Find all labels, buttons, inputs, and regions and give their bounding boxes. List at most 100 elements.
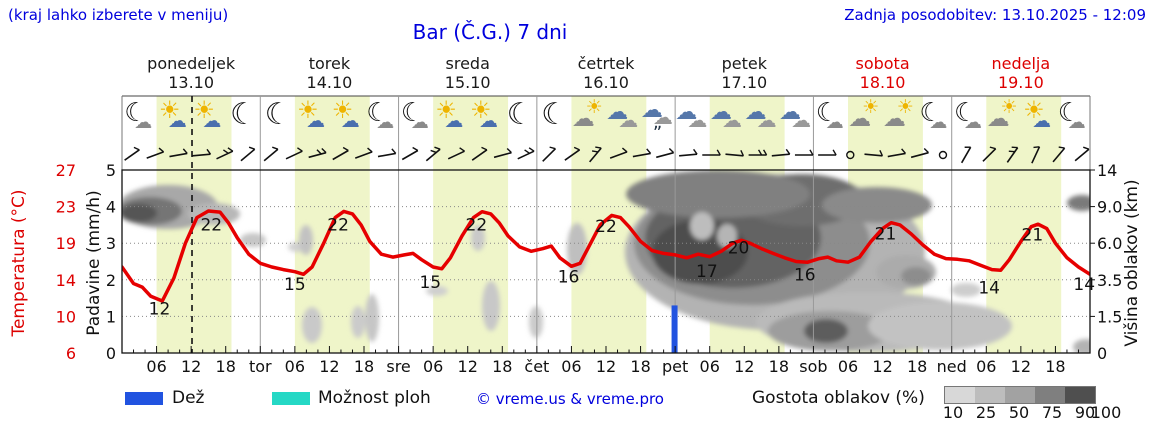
wind-barb	[609, 151, 628, 159]
wind-calm-circle	[938, 150, 948, 160]
temp-value-label: 14	[978, 279, 1000, 299]
time-tick-label: 18	[769, 357, 789, 376]
wind-barb	[1074, 148, 1090, 162]
wind-barb	[146, 151, 164, 159]
wind-barb	[679, 153, 698, 157]
precip-axis-tick: 3	[106, 234, 116, 253]
wind-barb	[447, 150, 465, 160]
wind-barb	[354, 151, 373, 159]
wind-barb	[169, 152, 188, 158]
daylight-band	[986, 96, 1062, 353]
temp-value-label: 22	[200, 215, 222, 235]
time-tick-label: 06	[700, 357, 720, 376]
time-tick-label: 06	[976, 357, 996, 376]
density-segment	[975, 387, 1005, 403]
wind-barb	[240, 148, 256, 162]
last-update-timestamp: Zadnja posodobitev: 13.10.2025 - 12:09	[844, 6, 1146, 24]
time-tick-label: 12	[872, 357, 892, 376]
temp-value-label: 16	[794, 266, 816, 286]
cloud-height-axis-tick: 3.5	[1097, 271, 1122, 290]
day-header: sreda 15.10	[398, 54, 538, 92]
wind-barb	[864, 153, 883, 157]
day-date: 13.10	[168, 73, 215, 92]
temp-axis-tick: 10	[56, 307, 76, 326]
wind-barb	[263, 148, 279, 162]
cloud-height-axis-tick: 9.0	[1097, 198, 1122, 217]
day-name: sreda	[445, 54, 490, 73]
cloud-blob	[351, 306, 365, 338]
wind-barb	[124, 149, 140, 161]
cloud-blob	[471, 225, 485, 251]
copyright-link[interactable]: © vreme.us & vreme.pro	[476, 390, 664, 408]
time-tick-label: 12	[1011, 357, 1031, 376]
time-tick-label: 06	[285, 357, 305, 376]
wind-barb	[1052, 147, 1066, 163]
cloud-height-axis-tick: 14	[1097, 161, 1117, 180]
cloud-blob	[299, 225, 313, 255]
day-name: četrtek	[577, 54, 635, 73]
temp-value-label: 15	[284, 275, 306, 295]
daylight-band	[571, 96, 647, 353]
time-tick-label: 12	[319, 357, 339, 376]
cloud-blob	[1073, 339, 1090, 353]
density-segment	[1005, 387, 1035, 403]
day-header: petek 17.10	[674, 54, 814, 92]
precip-axis-tick: 1	[106, 307, 116, 326]
wind-barb	[887, 152, 906, 158]
wind-barb	[377, 152, 396, 158]
cloud-blob	[868, 302, 1012, 350]
precip-axis-title: Padavine (mm/h)	[84, 190, 104, 336]
day-abbr-label: tor	[249, 357, 272, 376]
day-abbr-label: čet	[524, 357, 549, 376]
cloud-blob	[426, 286, 448, 296]
temp-value-label: 21	[875, 225, 897, 245]
wind-barb	[308, 151, 327, 159]
wind-calm-circle	[846, 150, 855, 160]
cloud-height-axis-tick: 0	[1097, 344, 1107, 363]
time-tick-label: 12	[458, 357, 478, 376]
wind-barb	[517, 150, 535, 160]
day-date: 17.10	[721, 73, 768, 92]
temp-value-label: 22	[327, 215, 349, 235]
wind-barb	[471, 149, 488, 161]
temp-axis-tick: 27	[56, 161, 76, 180]
precip-axis-tick: 4	[106, 198, 116, 217]
time-tick-label: 12	[596, 357, 616, 376]
cloud-density-label: Gostota oblakov (%)	[752, 388, 925, 408]
time-tick-label: 18	[630, 357, 650, 376]
wind-barbs-row	[124, 146, 1090, 164]
wind-barb	[192, 153, 211, 157]
cloud-blob	[122, 204, 157, 222]
density-segment	[945, 387, 975, 403]
showers-legend-label: Možnost ploh	[318, 388, 431, 408]
temperature-curve	[122, 209, 1090, 303]
wind-barb	[656, 151, 674, 159]
location-hint: (kraj lahko izberete v meniju)	[8, 6, 229, 24]
day-date: 18.10	[859, 73, 906, 92]
rain-bar	[671, 305, 678, 353]
wind-barb	[632, 152, 651, 158]
time-tick-label: 18	[907, 357, 927, 376]
page-title: Bar (Č.G.) 7 dni	[412, 20, 568, 44]
time-tick-label: 06	[423, 357, 443, 376]
wind-barb	[564, 149, 581, 161]
wind-barb	[771, 153, 790, 157]
cloud-height-axis-tick: 1.5	[1097, 307, 1122, 326]
day-header: ponedeljek 13.10	[121, 54, 261, 92]
cloud-blob	[901, 267, 931, 285]
temp-value-label: 14	[1073, 275, 1095, 295]
day-header: torek 14.10	[259, 54, 399, 92]
temp-axis-title: Temperatura (°C)	[9, 189, 29, 337]
temp-axis-tick: 6	[66, 344, 76, 363]
temp-value-label: 15	[419, 273, 441, 293]
wind-barb	[960, 146, 972, 164]
temp-axis-tick: 23	[56, 198, 76, 217]
cloud-blob	[529, 306, 543, 338]
temp-value-label: 21	[1022, 225, 1044, 245]
cloud-blob	[951, 283, 981, 297]
day-abbr-label: ned	[937, 357, 967, 376]
wind-barb	[1006, 147, 1019, 163]
density-tick-label: 75	[1041, 403, 1063, 422]
cloud-height-axis-title: Višina oblakov (km)	[1122, 179, 1142, 347]
